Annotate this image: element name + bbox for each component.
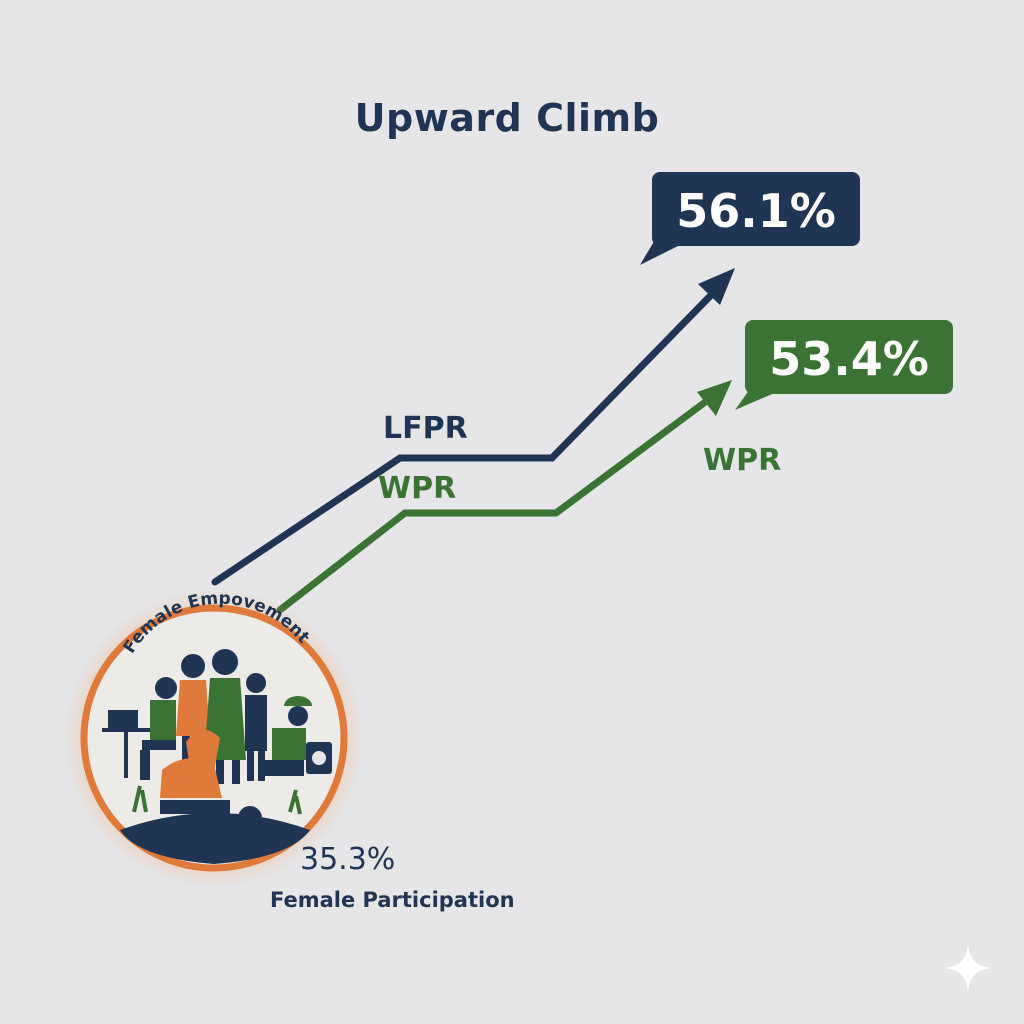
chart-title: Upward Climb (354, 96, 660, 140)
series-line-wpr (276, 393, 716, 614)
callout-lfpr: 56.1% (640, 172, 860, 265)
start-label: Female Participation (270, 888, 515, 912)
female-empowerment-badge: Female Empovement (64, 588, 364, 888)
series-line-lfpr (211, 284, 722, 586)
callout-wpr-value: 53.4% (769, 332, 929, 386)
arrowhead-lfpr (698, 268, 735, 305)
sparkle-icon (944, 944, 992, 992)
people-illustration (102, 649, 332, 864)
arrowhead-wpr (697, 380, 732, 416)
series-label-wpr: WPR (378, 471, 456, 506)
start-value: 35.3% (300, 842, 396, 877)
callout-wpr: 53.4% (735, 320, 953, 410)
callout-lfpr-value: 56.1% (676, 184, 836, 238)
series-end-label-wpr: WPR (703, 443, 781, 478)
series-label-lfpr: LFPR (383, 411, 468, 446)
